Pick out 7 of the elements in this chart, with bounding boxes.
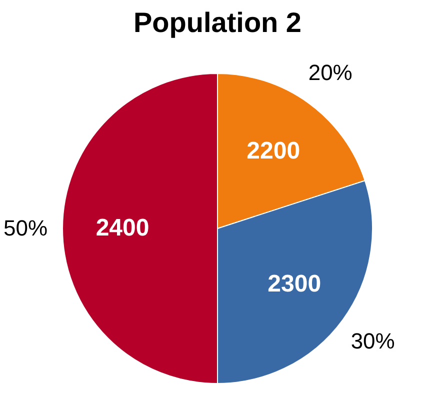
- data-label: 50%: [3, 216, 48, 240]
- data-label: 30%: [350, 328, 395, 354]
- data-label: 20%: [308, 60, 352, 86]
- text: 2400: [96, 214, 150, 242]
- chart-title: Population 2: [134, 7, 302, 38]
- text: 2200: [246, 138, 300, 165]
- text: 2300: [268, 270, 322, 298]
